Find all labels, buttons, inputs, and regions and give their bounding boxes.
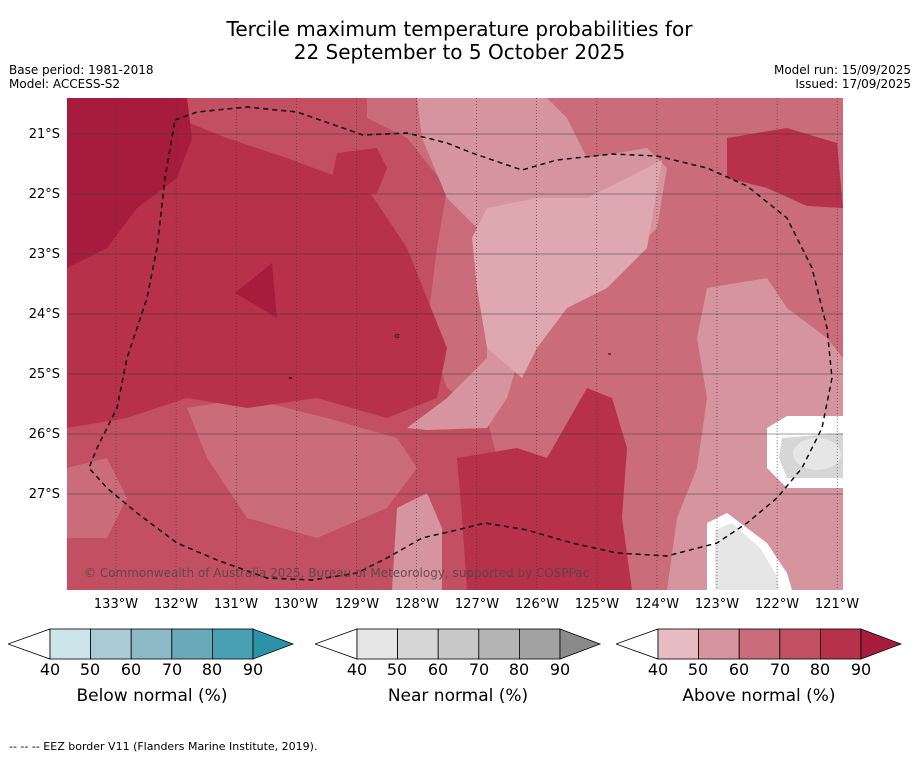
eez-footnote: -- -- -- EEZ border V11 (Flanders Marine… <box>9 740 318 753</box>
colorbar-min-arrow <box>313 628 358 660</box>
legend-caption-near: Near normal (%) <box>387 686 529 706</box>
tick-below-80: 80 <box>201 660 223 679</box>
island-marker <box>394 333 399 338</box>
tick-below-60: 60 <box>120 660 142 679</box>
tick-below-70: 70 <box>161 660 183 679</box>
colorbar-segment <box>130 628 173 660</box>
tick-near-60: 60 <box>427 660 449 679</box>
colorbar-max-arrow <box>252 628 295 660</box>
meta-left: Base period: 1981-2018 Model: ACCESS-S2 <box>9 63 154 91</box>
colorbar-max-arrow <box>559 628 602 660</box>
lon-label-125w: 125°W <box>574 597 620 612</box>
region-above-80-north <box>332 148 387 198</box>
legend-above-normal <box>614 628 906 664</box>
legend-below-normal <box>6 628 298 664</box>
legend-caption-below: Below normal (%) <box>76 686 228 706</box>
tick-above-50: 50 <box>687 660 709 679</box>
lon-label-126w: 126°W <box>514 597 560 612</box>
lon-label-123w: 123°W <box>694 597 740 612</box>
lat-label-23s: 23°S <box>28 247 60 262</box>
lon-label-127w: 127°W <box>454 597 500 612</box>
colorbar-segment <box>819 628 862 660</box>
model-name: Model: ACCESS-S2 <box>9 77 121 91</box>
lat-label-24s: 24°S <box>28 307 60 322</box>
tick-near-40: 40 <box>346 660 368 679</box>
tick-near-80: 80 <box>508 660 530 679</box>
region-above-90-spot <box>235 263 277 318</box>
region-above-90-northwest <box>67 98 192 268</box>
colorbar-segment <box>698 628 740 660</box>
colorbar-min-arrow <box>6 628 51 660</box>
tick-near-90: 90 <box>549 660 571 679</box>
tick-near-50: 50 <box>386 660 408 679</box>
colorbar-segment <box>49 628 91 660</box>
tick-above-70: 70 <box>769 660 791 679</box>
region-near-40-east-core <box>793 438 841 470</box>
region-above-50-south <box>392 493 442 590</box>
tick-below-40: 40 <box>39 660 61 679</box>
colorbar-below <box>6 628 295 660</box>
colorbar-segment <box>779 628 821 660</box>
issued-date: Issued: 17/09/2025 <box>795 77 911 91</box>
colorbar-segment <box>437 628 480 660</box>
lat-label-22s: 22°S <box>28 187 60 202</box>
lat-label-26s: 26°S <box>28 427 60 442</box>
colorbar-segment <box>90 628 132 660</box>
tick-above-60: 60 <box>728 660 750 679</box>
model-run: Model run: 15/09/2025 <box>773 63 911 77</box>
copyright-notice: © Commonwealth of Australia 2025, Bureau… <box>84 566 590 580</box>
lon-label-131w: 131°W <box>213 597 259 612</box>
colorbar-segment <box>171 628 213 660</box>
tick-near-70: 70 <box>468 660 490 679</box>
region-above-60-southcentral <box>187 398 417 538</box>
lon-label-122w: 122°W <box>754 597 800 612</box>
lon-label-133w: 133°W <box>93 597 139 612</box>
lon-label-129w: 129°W <box>334 597 380 612</box>
map-svg <box>67 98 843 590</box>
colorbar-max-arrow <box>860 628 903 660</box>
title-line-1: Tercile maximum temperature probabilitie… <box>226 17 693 41</box>
colorbar-segment <box>356 628 398 660</box>
colorbar-segment <box>657 628 699 660</box>
colorbar-segment <box>518 628 561 660</box>
colorbar-segment <box>738 628 781 660</box>
region-above-80-northeast <box>727 128 843 208</box>
legend-near-normal <box>313 628 605 664</box>
probability-map <box>67 98 843 590</box>
colorbar-above <box>614 628 903 660</box>
tick-above-90: 90 <box>850 660 872 679</box>
lon-label-128w: 128°W <box>394 597 440 612</box>
tick-above-80: 80 <box>809 660 831 679</box>
lat-label-27s: 27°S <box>28 487 60 502</box>
lat-label-25s: 25°S <box>28 367 60 382</box>
lon-label-124w: 124°W <box>634 597 680 612</box>
region-above-80-south <box>457 388 632 590</box>
colorbar-segment <box>478 628 520 660</box>
base-period: Base period: 1981-2018 <box>9 63 154 77</box>
map-grid <box>67 98 843 590</box>
region-above-40-centre <box>472 160 662 378</box>
colorbar-segment <box>397 628 439 660</box>
title-line-2: 22 September to 5 October 2025 <box>293 40 626 64</box>
legend-caption-above: Above normal (%) <box>682 686 836 706</box>
lon-label-121w: 121°W <box>814 597 860 612</box>
colorbar-segment <box>211 628 254 660</box>
lat-label-21s: 21°S <box>28 127 60 142</box>
eez-border <box>88 106 833 581</box>
map-title: Tercile maximum temperature probabilitie… <box>0 18 919 64</box>
tick-below-90: 90 <box>242 660 264 679</box>
region-above-60-west <box>67 458 127 538</box>
colorbar-near <box>313 628 602 660</box>
meta-right: Model run: 15/09/2025 Issued: 17/09/2025 <box>774 63 911 91</box>
colorbar-min-arrow <box>614 628 659 660</box>
tick-below-50: 50 <box>79 660 101 679</box>
region-near-40-southeast <box>715 523 779 590</box>
tick-above-40: 40 <box>647 660 669 679</box>
lon-label-132w: 132°W <box>153 597 199 612</box>
lon-label-130w: 130°W <box>273 597 319 612</box>
